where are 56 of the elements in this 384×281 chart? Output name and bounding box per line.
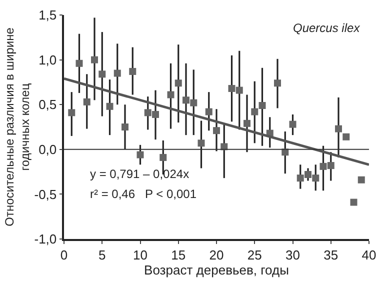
point bbox=[244, 120, 250, 127]
point bbox=[174, 80, 182, 87]
point bbox=[98, 70, 106, 78]
point bbox=[236, 86, 243, 94]
point bbox=[114, 70, 121, 77]
point bbox=[320, 162, 327, 170]
annotation: r² = 0,46 P < 0,001 bbox=[90, 187, 197, 201]
point bbox=[213, 127, 220, 134]
point bbox=[350, 198, 358, 206]
point bbox=[289, 120, 296, 128]
x-axis-title: Возраст деревьев, годы bbox=[144, 262, 289, 278]
x-tick-label: 35 bbox=[324, 247, 338, 262]
point bbox=[304, 170, 312, 178]
point bbox=[335, 125, 342, 132]
x-tick-label: 0 bbox=[60, 247, 68, 262]
point bbox=[106, 102, 114, 110]
y-tick-label: -1,0 bbox=[34, 232, 57, 247]
point bbox=[198, 140, 205, 147]
point bbox=[274, 80, 281, 87]
point bbox=[122, 124, 128, 130]
point bbox=[83, 98, 90, 106]
point bbox=[182, 96, 190, 104]
point bbox=[251, 108, 258, 116]
point bbox=[358, 176, 365, 184]
point bbox=[327, 162, 334, 170]
y-axis-title: Относительные различия в ширине годичных колец bbox=[2, 27, 32, 226]
x-tick-label: 30 bbox=[286, 247, 300, 262]
x-tick-label: 25 bbox=[247, 247, 262, 262]
x-tick-label: 10 bbox=[133, 247, 148, 262]
annotation: Quercus ilex bbox=[293, 21, 361, 35]
point bbox=[136, 151, 144, 158]
x-tick-label: 20 bbox=[209, 247, 224, 262]
point bbox=[228, 84, 236, 92]
point bbox=[190, 99, 198, 106]
point bbox=[258, 102, 266, 109]
point bbox=[312, 174, 320, 182]
point bbox=[296, 174, 304, 182]
point bbox=[167, 91, 174, 98]
y-tick-label: 1,5 bbox=[38, 8, 57, 23]
x-tick-label: 40 bbox=[362, 247, 376, 262]
point bbox=[160, 154, 167, 161]
y-tick-label: -0,5 bbox=[34, 186, 57, 202]
point bbox=[342, 133, 350, 140]
point bbox=[68, 109, 76, 116]
point bbox=[129, 68, 136, 75]
y-tick-label: 0,0 bbox=[38, 142, 57, 157]
point bbox=[205, 108, 212, 116]
point bbox=[152, 110, 159, 118]
y-tick-label: 0,5 bbox=[38, 97, 57, 112]
point bbox=[76, 60, 83, 67]
x-tick-label: 15 bbox=[171, 247, 186, 262]
annotation: y = 0,791 – 0,024x bbox=[90, 167, 190, 181]
point bbox=[91, 56, 98, 64]
x-tick-label: 5 bbox=[98, 247, 106, 262]
y-tick-label: 1,0 bbox=[38, 52, 57, 68]
point bbox=[144, 109, 152, 116]
